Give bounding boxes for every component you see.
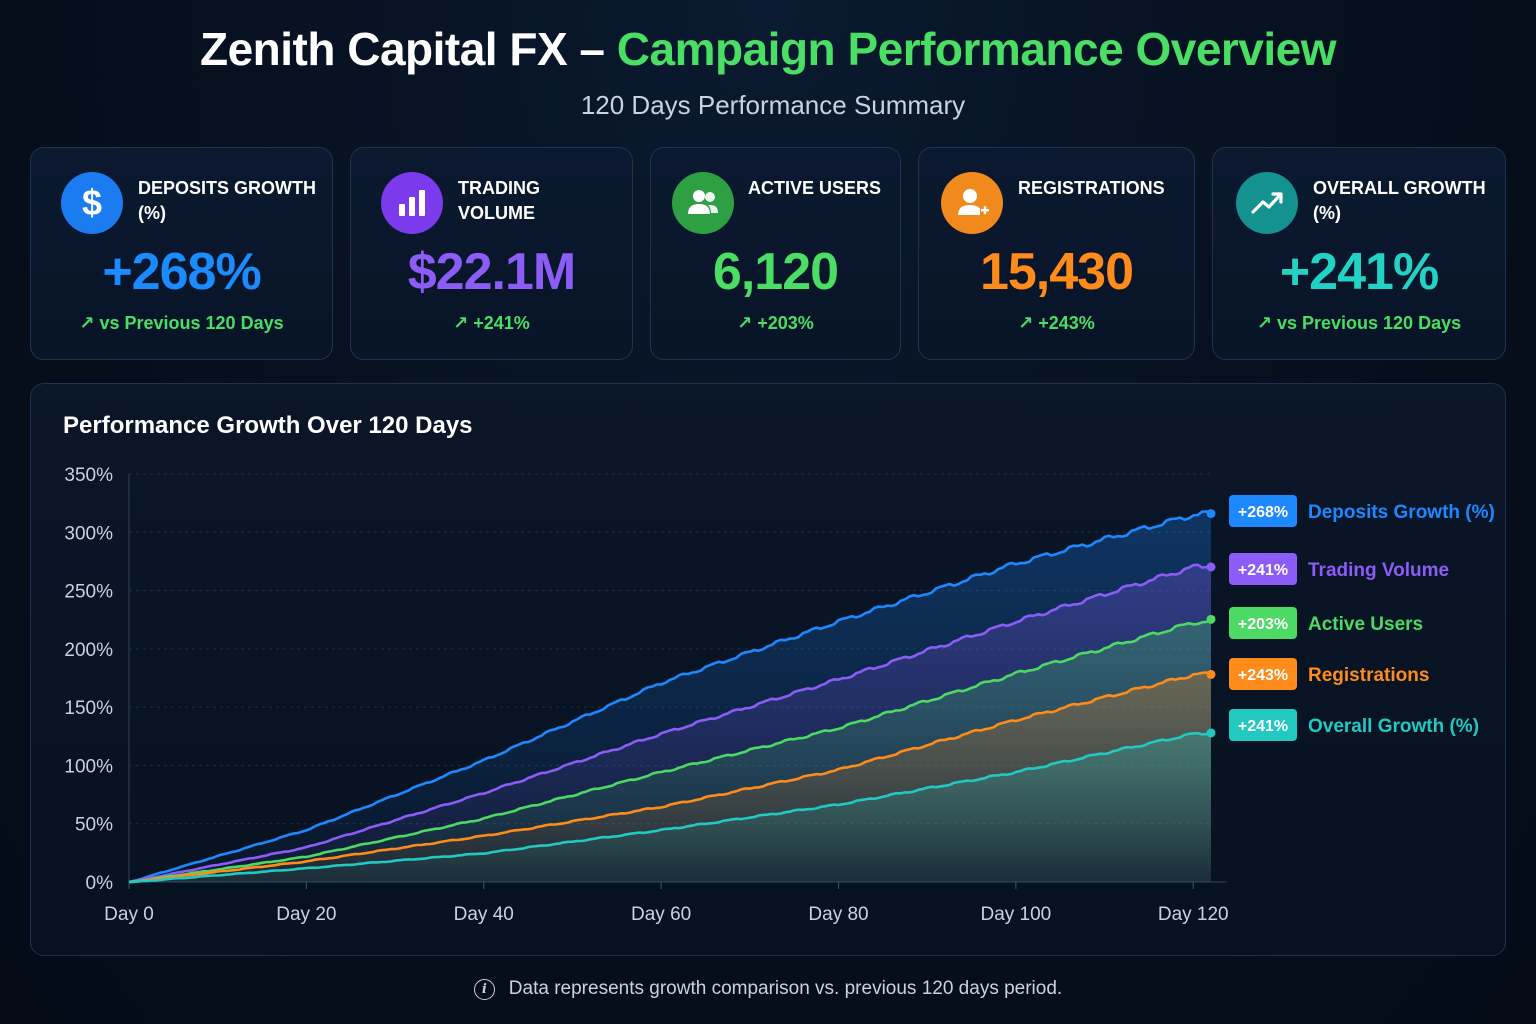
title-brand: Zenith Capital FX – xyxy=(199,23,605,75)
kpi-value: $22.1M xyxy=(407,243,576,301)
legend-label: Overall Growth (%) xyxy=(1308,716,1479,737)
y-tick-label: 250% xyxy=(64,582,113,603)
series-line xyxy=(128,731,1212,884)
series-end-point xyxy=(1206,509,1216,519)
series-end-point xyxy=(1206,562,1216,572)
info-icon: i xyxy=(473,978,495,1000)
x-tick-label: Day 80 xyxy=(808,904,868,925)
y-tick-label: 100% xyxy=(64,756,113,777)
y-tick-label: 350% xyxy=(64,465,113,486)
y-tick-label: 200% xyxy=(64,640,113,661)
legend-entry: +268% Deposits Growth (%) xyxy=(1229,495,1495,527)
legend-badge-text: +243% xyxy=(1238,667,1288,684)
legend-badge-text: +268% xyxy=(1238,504,1288,521)
legend-label: Registrations xyxy=(1308,665,1429,686)
series-end-point xyxy=(1206,728,1216,738)
kpi-delta: ↗ vs Previous 120 Days xyxy=(79,313,284,333)
title-highlight: Campaign Performance Overview xyxy=(616,23,1337,75)
series-line xyxy=(128,563,1212,884)
series-end-point xyxy=(1206,614,1216,624)
kpi-card-overall-growth: OVERALL GROWTH (%) +241% ↗ vs Previous 1… xyxy=(1212,147,1506,360)
legend-badge xyxy=(1229,709,1297,741)
x-tick-label: Day 100 xyxy=(980,904,1051,925)
legend-label: Active Users xyxy=(1308,614,1423,635)
legend-badge xyxy=(1229,607,1297,639)
legend-entry: +203% Active Users xyxy=(1229,607,1423,639)
legend-badge-text: +241% xyxy=(1238,562,1288,579)
legend-badge-text: +203% xyxy=(1238,616,1288,633)
kpi-delta: ↗ +243% xyxy=(1018,313,1095,333)
trend-up-icon xyxy=(1236,172,1298,234)
series-line xyxy=(128,618,1212,884)
footnote-text: Data represents growth comparison vs. pr… xyxy=(508,978,1063,999)
x-tick-label: Day 60 xyxy=(631,904,691,925)
kpi-label: TRADING VOLUME xyxy=(458,178,540,223)
footnote: i Data represents growth comparison vs. … xyxy=(0,978,1536,1000)
page-title: Zenith Capital FX – Campaign Performance… xyxy=(0,22,1536,76)
legend-entry: +243% Registrations xyxy=(1229,658,1429,690)
growth-area-chart: 0% 50% 100% 150% 200% 250% 300% 350% Day 0 Day 20… xyxy=(64,465,1495,925)
legend-badge xyxy=(1229,553,1297,585)
y-tick-label: 0% xyxy=(86,873,114,894)
kpi-card-deposits: $ DEPOSITS GROWTH (%) +268% ↗ vs Previou… xyxy=(30,147,333,360)
svg-text:$: $ xyxy=(82,182,102,223)
kpi-label: DEPOSITS GROWTH (%) xyxy=(138,178,317,223)
y-tick-label: 300% xyxy=(64,523,113,544)
bar-chart-icon xyxy=(381,172,443,234)
chart-title: Performance Growth Over 120 Days xyxy=(63,412,473,439)
series-end-point xyxy=(1206,669,1216,679)
kpi-delta: ↗ +203% xyxy=(737,313,814,333)
kpi-label: OVERALL GROWTH (%) xyxy=(1313,178,1486,223)
kpi-delta: ↗ +241% xyxy=(453,313,530,333)
page-subtitle: 120 Days Performance Summary xyxy=(580,90,966,120)
series-area xyxy=(129,733,1211,882)
kpi-label: ACTIVE USERS xyxy=(748,178,882,198)
legend-badge-text: +241% xyxy=(1238,718,1288,735)
kpi-card-trading-volume: TRADING VOLUME $22.1M ↗ +241% xyxy=(350,147,633,360)
series-line xyxy=(128,510,1212,884)
series-line xyxy=(128,671,1212,884)
add-user-icon xyxy=(941,172,1003,234)
users-icon xyxy=(672,172,734,234)
y-tick-label: 150% xyxy=(64,698,113,719)
x-tick-label: Day 40 xyxy=(454,904,514,925)
y-tick-label: 50% xyxy=(75,815,113,836)
kpi-value: +241% xyxy=(1279,243,1439,301)
kpi-label: REGISTRATIONS xyxy=(1018,178,1165,198)
legend-entry: +241% Trading Volume xyxy=(1229,553,1449,585)
kpi-card-active-users: ACTIVE USERS 6,120 ↗ +203% xyxy=(650,147,901,360)
x-tick-label: Day 20 xyxy=(276,904,336,925)
legend-entry: +241% Overall Growth (%) xyxy=(1229,709,1479,741)
kpi-value: 15,430 xyxy=(979,243,1134,301)
x-tick-label: Day 120 xyxy=(1158,904,1229,925)
kpi-card-registrations: REGISTRATIONS 15,430 ↗ +243% xyxy=(918,147,1195,360)
legend-badge xyxy=(1229,495,1297,527)
kpi-delta: ↗ vs Previous 120 Days xyxy=(1256,313,1462,333)
x-tick-label: Day 0 xyxy=(104,904,154,925)
legend-badge xyxy=(1229,658,1297,690)
legend-label: Deposits Growth (%) xyxy=(1308,502,1495,523)
kpi-value: +268% xyxy=(102,243,261,301)
dollar-icon: $ xyxy=(61,172,123,234)
chart-panel: Performance Growth Over 120 Days 0% 50% 10… xyxy=(30,383,1506,956)
legend-label: Trading Volume xyxy=(1308,560,1449,581)
kpi-value: 6,120 xyxy=(712,243,839,301)
